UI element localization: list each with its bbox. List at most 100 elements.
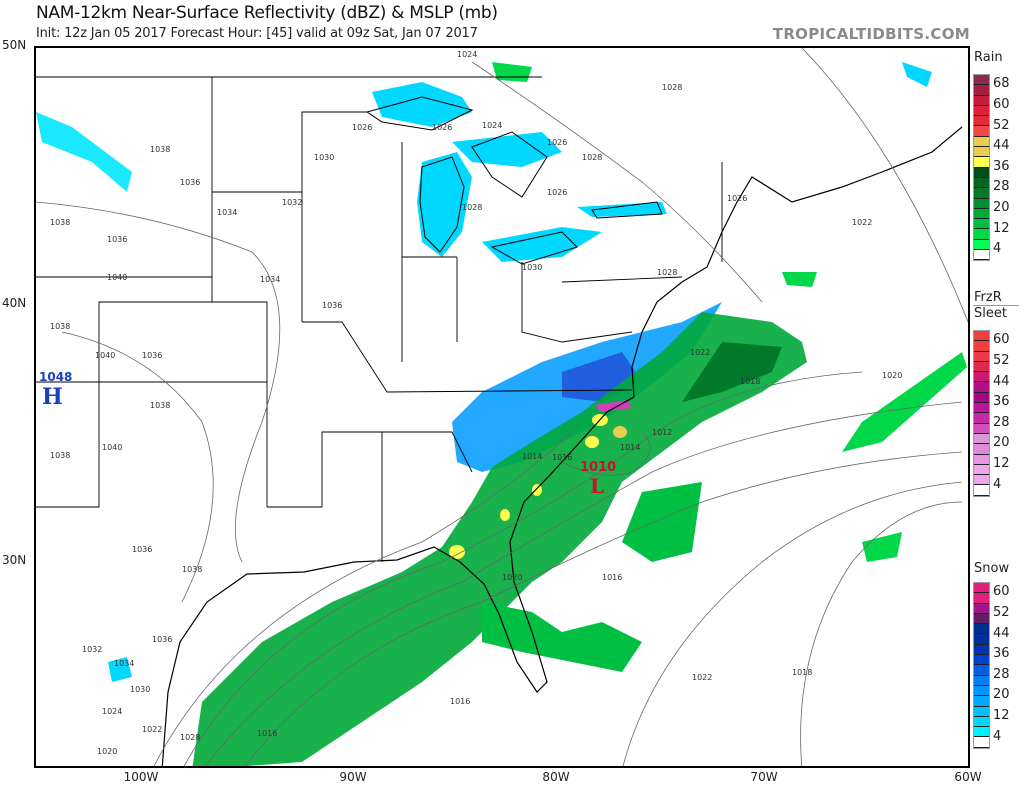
rain-legend-title: Rain [974,50,1003,65]
isobar-label: 1038 [50,451,70,460]
isobar-label: 1026 [432,123,452,132]
legend-tick-label: 4 [993,241,1002,257]
legend-color-swatch [974,727,989,738]
isobar-label: 1012 [652,428,672,437]
isobar-label: 1038 [50,218,70,227]
isobar-label: 1032 [282,198,302,207]
isobar-label: 1022 [690,348,710,357]
legend-tick-label: 20 [993,199,1010,215]
isobar-label: 1024 [457,50,477,59]
isobar-label: 1034 [114,659,134,668]
isobar-label: 1038 [50,322,70,331]
legend-color-swatch [974,423,989,434]
legend-tick-label: 44 [993,138,1010,154]
legend-color-swatch [974,250,989,261]
legend-tick-label: 36 [993,158,1010,174]
isobar-labels: 1024 1026 1026 1024 1026 1028 1028 1026 1022 1038… [50,50,902,756]
legend-color-swatch [974,685,989,697]
legend-color-swatch [974,351,989,362]
legend-tick-label: 12 [993,220,1010,236]
isobar-label: 1038 [150,145,170,154]
legend-color-swatch [974,485,989,496]
map-subtitle: Init: 12z Jan 05 2017 Forecast Hour: [45… [36,26,478,41]
legend-color-swatch [974,583,989,594]
isobar-label: 1018 [740,377,760,386]
isobar-label: 1030 [130,685,150,694]
legend-color-swatch [974,737,989,748]
legend-color-swatch [974,696,989,707]
legend-tick-label: 44 [993,625,1010,641]
high-pressure-value: 1048 [39,370,72,384]
legend-tick-label: 20 [993,687,1010,703]
legend-color-swatch [974,188,989,199]
low-pressure-letter: L [590,474,604,498]
legend-color-swatch [974,85,989,96]
legend-color-swatch [974,239,989,251]
low-pressure-center: 1010 L [580,460,616,498]
isobar-label: 1020 [502,573,522,582]
high-pressure-letter: H [42,384,63,410]
isobar-label: 1036 [132,545,152,554]
isobar-label: 1036 [322,301,342,310]
legend-color-swatch [974,136,989,148]
legend-tick-label: 52 [993,117,1010,133]
isobar-label: 1032 [82,645,102,654]
sleet-legend-title: Sleet [974,306,1007,321]
isobar-label: 1024 [482,121,502,130]
legend-color-swatch [974,208,989,220]
legend-tick-label: 60 [993,584,1010,600]
legend-tick-label: 28 [993,666,1010,682]
legend-color-swatch [974,433,989,445]
high-pressure-center: 1048 H [39,370,72,410]
isobar-label: 1028 [180,733,200,742]
frzr-sleet-color-bar [973,330,990,497]
isobar-label: 1022 [692,673,712,682]
isobar-label: 1016 [257,729,277,738]
isobar-label: 1036 [152,635,172,644]
legend-color-swatch [974,372,989,383]
legend-color-swatch [974,706,989,717]
legend-tick-label: 28 [993,414,1010,430]
legend-tick-label: 12 [993,455,1010,471]
brand-watermark: TROPICALTIDBITS.COM [772,25,970,43]
frzr-legend-title: FrzR [974,290,1002,305]
legend-color-swatch [974,116,989,127]
legend-color-swatch [974,198,989,209]
great-lakes [365,96,663,265]
weather-map: 1024 1026 1026 1024 1026 1028 1028 1026 1022 1038… [34,46,970,768]
isobar-label: 1036 [180,178,200,187]
isobar-label: 1016 [552,453,572,462]
state-borders [36,76,723,562]
legend-color-swatch [974,675,989,686]
legend-color-swatch [974,177,989,189]
isobar-label: 1014 [620,443,640,452]
legend-tick-label: 4 [993,728,1002,744]
isobar-label: 1026 [547,188,567,197]
legend-color-swatch [974,392,989,404]
lon-label-80w: 80W [542,770,570,784]
isobar-label: 1040 [95,351,115,360]
legend-tick-label: 36 [993,394,1010,410]
isobar-label: 1018 [792,668,812,677]
legend-tick-label: 28 [993,179,1010,195]
legend-color-swatch [974,341,989,352]
legend-tick-label: 52 [993,352,1010,368]
legend-color-swatch [974,157,989,168]
legend-color-swatch [974,382,989,393]
legend-color-swatch [974,167,989,178]
legend-color-swatch [974,593,989,604]
isobar-label: 1016 [450,697,470,706]
legend-color-swatch [974,716,989,728]
isobar-label: 1030 [314,153,334,162]
legend-tick-label: 68 [993,76,1010,92]
isobar-label: 1038 [182,565,202,574]
isobar-label: 1028 [662,83,682,92]
isobar-label: 1022 [142,725,162,734]
lon-label-100w: 100W [123,770,159,784]
legend-tick-label: 52 [993,604,1010,620]
isobar-label: 1016 [602,573,622,582]
legend-color-swatch [974,403,989,414]
legend-color-swatch [974,95,989,106]
legend-color-swatch [974,229,989,240]
legend-color-swatch [974,75,989,86]
